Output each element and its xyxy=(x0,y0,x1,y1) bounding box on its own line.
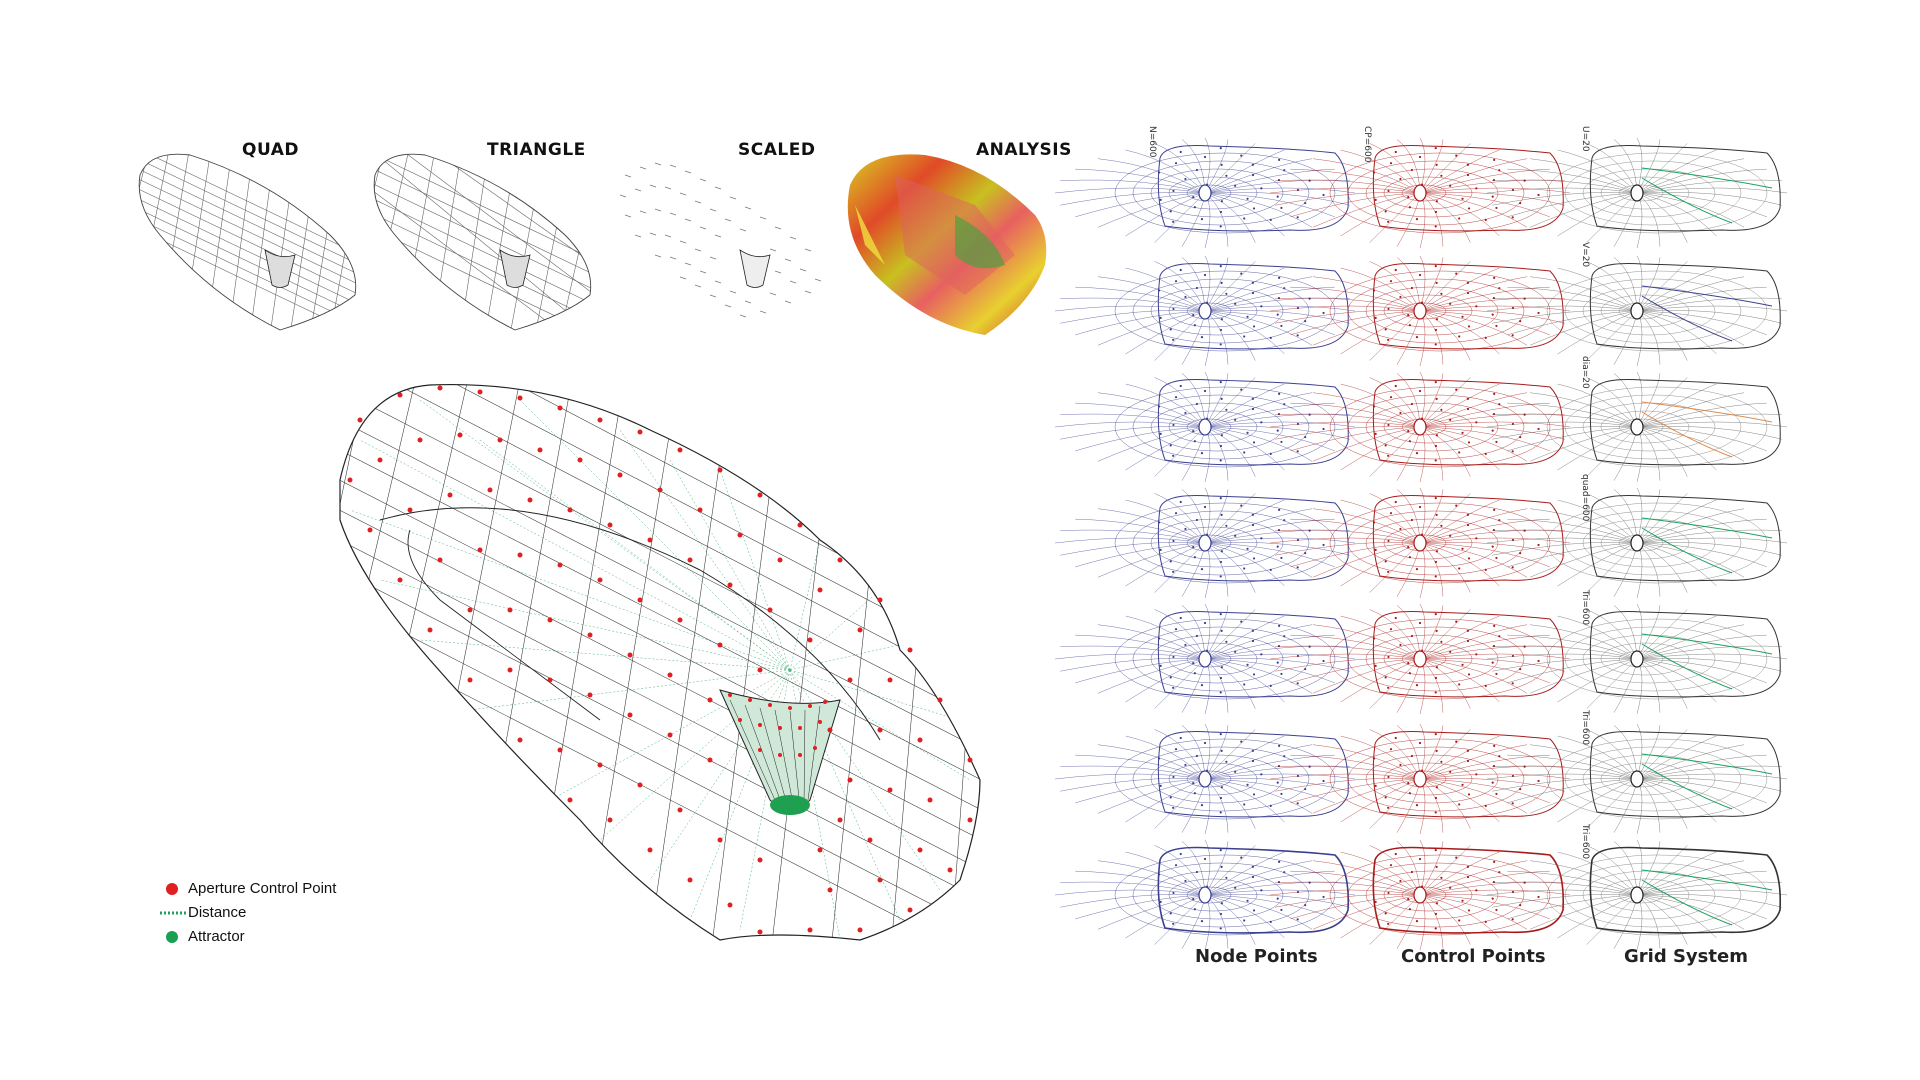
main-mesh-figure xyxy=(339,383,981,941)
label-triangle: TRIANGLE xyxy=(487,140,586,160)
legend-swatches xyxy=(160,883,186,943)
analysis-heatmap-figure xyxy=(847,154,1047,335)
thumbnail-c2-r0 xyxy=(1486,137,1788,249)
label-scaled: SCALED xyxy=(738,140,816,160)
thumbnail-c2-r3 xyxy=(1486,487,1788,599)
thumbnail-c0-r6 xyxy=(1054,839,1356,951)
thumbnail-c1-r0 xyxy=(1269,137,1571,249)
thumbnail-c0-r4 xyxy=(1054,603,1356,715)
row-label-grid-4: Tri=600 xyxy=(1580,590,1590,626)
thumbnail-c2-r5 xyxy=(1486,723,1788,835)
thumbnail-c1-r1 xyxy=(1269,255,1571,367)
legend-attractor-label: Attractor xyxy=(188,928,245,945)
scaled-mesh-figure xyxy=(619,162,822,318)
label-quad: QUAD xyxy=(242,140,300,160)
column-label-control: Control Points xyxy=(1401,946,1546,967)
row-label-grid-6: Tri=600 xyxy=(1580,824,1590,860)
triangle-mesh-figure xyxy=(373,153,592,331)
thumbnail-c0-r2 xyxy=(1054,371,1356,483)
row-label-node: N=600 xyxy=(1147,126,1157,158)
legend-aperture-label: Aperture Control Point xyxy=(188,880,337,897)
thumbnail-c0-r0 xyxy=(1054,137,1356,249)
thumbnail-c1-r5 xyxy=(1269,723,1571,835)
thumbnail-c2-r1 xyxy=(1486,255,1788,367)
legend-attractor-swatch xyxy=(166,931,178,943)
legend-distance-label: Distance xyxy=(188,904,247,921)
thumbnail-c2-r6 xyxy=(1486,839,1788,951)
row-label-grid-2: dia=20 xyxy=(1580,356,1590,389)
thumbnail-c0-r1 xyxy=(1054,255,1356,367)
thumbnail-c2-r4 xyxy=(1486,603,1788,715)
row-label-grid-1: V=20 xyxy=(1580,242,1590,268)
row-label-grid-0: U=20 xyxy=(1580,126,1590,152)
column-label-node: Node Points xyxy=(1195,946,1318,967)
row-label-grid-5: Tri=600 xyxy=(1580,710,1590,746)
thumbnail-c1-r6 xyxy=(1269,839,1571,951)
thumbnail-c0-r5 xyxy=(1054,723,1356,835)
thumbnail-c1-r3 xyxy=(1269,487,1571,599)
row-label-grid-3: quad=600 xyxy=(1580,474,1590,522)
thumbnail-c2-r2 xyxy=(1486,371,1788,483)
column-label-grid: Grid System xyxy=(1624,946,1748,967)
label-analysis: ANALYSIS xyxy=(976,140,1072,160)
quad-mesh-figure xyxy=(138,153,357,331)
thumbnail-c0-r3 xyxy=(1054,487,1356,599)
thumbnail-c1-r2 xyxy=(1269,371,1571,483)
thumbnail-c1-r4 xyxy=(1269,603,1571,715)
row-label-control: CP=600 xyxy=(1362,126,1372,163)
legend-aperture-swatch xyxy=(166,883,178,895)
